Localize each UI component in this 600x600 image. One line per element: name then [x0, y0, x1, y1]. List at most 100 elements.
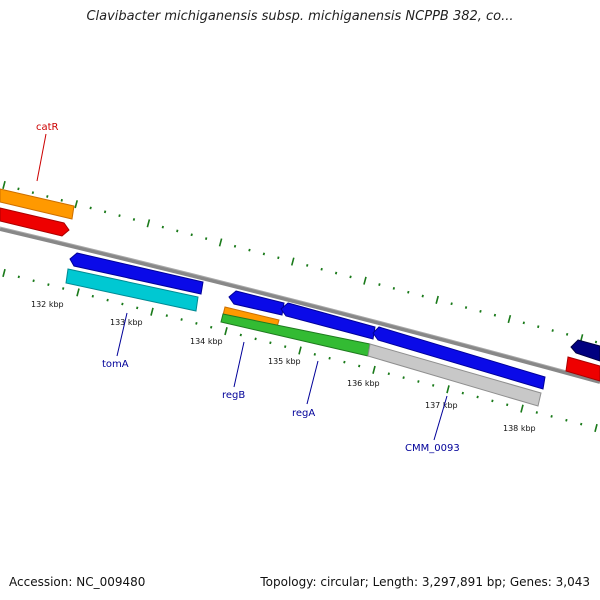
lower-tick — [432, 383, 435, 387]
upper-tick — [132, 218, 136, 221]
accession-label: Accession: NC_009480 — [9, 575, 146, 589]
tick-label-137: 137 kbp — [425, 401, 458, 410]
tick-label-136: 136 kbp — [347, 379, 380, 388]
tick-label-135: 135 kbp — [268, 357, 301, 366]
gene-label-regA[interactable]: regA — [292, 408, 315, 419]
upper-tick — [378, 283, 381, 286]
lower-tick — [417, 380, 420, 383]
upper-tick — [74, 200, 78, 209]
lower-tick — [224, 327, 228, 336]
catR-leader — [36, 133, 47, 182]
upper-tick — [46, 195, 49, 198]
gene-red-right — [565, 356, 600, 382]
upper-tick — [507, 314, 512, 324]
tomA-leader — [116, 312, 128, 357]
upper-tick — [551, 329, 554, 332]
gene-label-tomA[interactable]: tomA — [102, 359, 129, 370]
gene-label-regB[interactable]: regB — [222, 390, 245, 401]
upper-tick — [60, 198, 63, 202]
lower-tick — [32, 279, 35, 283]
gene-tomA — [65, 268, 199, 312]
upper-tick — [464, 306, 468, 309]
lower-tick — [506, 403, 509, 407]
lower-tick — [269, 341, 272, 345]
regA-leader — [306, 360, 319, 405]
upper-tick-ruler — [2, 180, 598, 344]
tick-label-134: 134 kbp — [190, 337, 223, 346]
lower-tick — [239, 333, 242, 337]
upper-tick — [190, 233, 193, 237]
lower-tick — [520, 404, 524, 413]
lower-tick — [313, 352, 316, 356]
tick-label-138: 138 kbp — [503, 424, 536, 433]
lower-tick — [195, 321, 198, 325]
lower-tick — [550, 414, 553, 418]
lower-tick — [106, 298, 109, 302]
upper-tick — [349, 275, 352, 279]
upper-tick — [392, 286, 396, 290]
upper-tick — [522, 321, 525, 325]
upper-tick — [290, 257, 295, 266]
upper-tick — [435, 295, 439, 304]
lower-tick — [136, 306, 139, 310]
upper-tick — [450, 302, 453, 306]
upper-tick — [565, 332, 569, 336]
upper-tick — [218, 238, 223, 247]
gene-blue-2 — [228, 290, 285, 316]
gene-label-CMM_0093[interactable]: CMM_0093 — [405, 443, 460, 454]
upper-tick — [537, 325, 540, 329]
upper-tick — [89, 206, 92, 210]
genome-backbone-highlight — [0, 226, 600, 381]
upper-tick — [262, 252, 266, 256]
lower-tick-ruler — [2, 268, 598, 433]
upper-tick — [277, 256, 280, 260]
lower-tick — [580, 422, 583, 426]
upper-tick — [306, 264, 309, 267]
upper-tick — [407, 290, 410, 294]
gene-navy-right — [570, 339, 600, 362]
genome-backbone — [0, 227, 600, 384]
lower-tick — [387, 372, 390, 376]
lower-tick — [91, 294, 94, 298]
tick-label-133: 133 kbp — [110, 318, 143, 327]
gene-orange-upper — [0, 188, 75, 220]
lower-tick — [284, 345, 287, 349]
upper-tick — [493, 313, 497, 317]
upper-tick — [17, 187, 20, 191]
lower-tick — [402, 376, 405, 380]
upper-tick — [594, 340, 598, 344]
upper-tick — [479, 309, 482, 313]
upper-tick — [363, 276, 367, 285]
tick-label-132: 132 kbp — [31, 300, 64, 309]
lower-tick — [180, 318, 183, 321]
upper-tick — [233, 244, 237, 248]
upper-tick — [248, 248, 251, 252]
upper-tick — [146, 219, 151, 228]
upper-tick — [161, 225, 165, 229]
lower-tick — [62, 287, 65, 290]
lower-tick — [446, 385, 450, 394]
lower-tick — [476, 395, 479, 399]
gene-blue-3 — [280, 302, 376, 340]
upper-tick — [118, 214, 121, 218]
topology-label: Topology: circular; Length: 3,297,891 bp… — [260, 575, 590, 589]
lower-tick — [17, 275, 20, 279]
upper-tick — [31, 191, 35, 195]
lower-tick — [328, 356, 331, 360]
map-title: Clavibacter michiganensis subsp. michiga… — [86, 9, 514, 24]
lower-tick — [343, 360, 346, 364]
lower-tick — [535, 411, 538, 414]
lower-tick — [2, 268, 6, 278]
upper-tick — [204, 237, 208, 241]
lower-tick — [565, 418, 568, 422]
gene-blue-1 — [69, 252, 204, 295]
regB-leader — [233, 341, 245, 388]
lower-tick — [372, 365, 376, 374]
gene-label-catR[interactable]: catR — [36, 122, 59, 133]
upper-tick — [334, 271, 338, 275]
lower-tick — [298, 346, 302, 355]
lower-tick — [461, 391, 464, 395]
gene-blue-4 — [372, 326, 546, 390]
upper-tick — [320, 267, 323, 271]
